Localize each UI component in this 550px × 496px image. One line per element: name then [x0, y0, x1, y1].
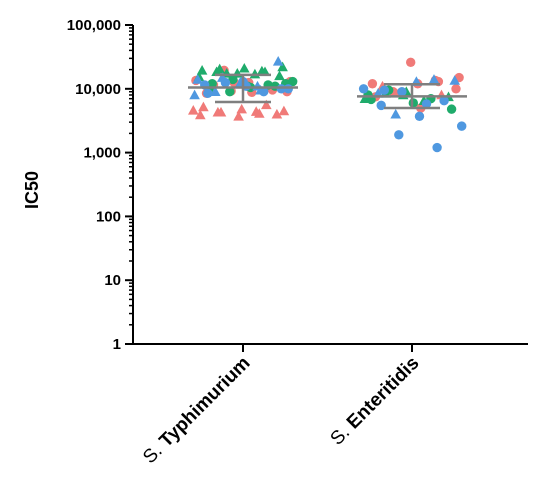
data-point-red-circle [406, 57, 416, 68]
data-point-green-circle [207, 79, 217, 89]
category-label: S. Enteritidis [327, 353, 424, 450]
y-tick-label: 1,000 [83, 145, 121, 162]
data-point-red-triangle [198, 101, 209, 112]
data-point-blue-circle [432, 142, 442, 153]
x-axis [133, 343, 528, 352]
data-point-red-triangle [236, 103, 247, 114]
data-point-blue-circle [259, 87, 269, 97]
y-axis-title: IC50 [22, 171, 42, 209]
data-points [188, 55, 467, 153]
data-point-red-triangle [254, 108, 265, 118]
data-point-blue-circle [439, 96, 449, 106]
data-point-green-circle [408, 98, 418, 108]
data-point-blue-triangle [390, 108, 401, 119]
data-point-green-triangle [239, 62, 250, 73]
data-point-blue-circle [414, 111, 425, 122]
data-point-red-triangle [261, 99, 272, 110]
y-tick-label: 100 [96, 208, 121, 225]
y-axis [125, 24, 134, 345]
category-label: S. Typhimurium [139, 353, 254, 468]
data-point-blue-circle [376, 100, 386, 111]
y-tick-label: 1 [113, 336, 121, 353]
data-point-blue-circle [358, 84, 369, 94]
data-point-blue-circle [203, 88, 213, 99]
data-point-blue-triangle [449, 75, 460, 85]
data-point-green-triangle [214, 63, 225, 74]
data-point-blue-circle [397, 87, 407, 97]
summary-bars [188, 73, 467, 110]
data-point-red-triangle [271, 108, 283, 119]
y-tick-label: 10 [104, 272, 121, 289]
data-point-red-circle [367, 79, 378, 89]
data-point-blue-circle [283, 84, 293, 94]
data-point-blue-triangle [428, 74, 440, 84]
data-point-red-triangle [215, 106, 227, 117]
y-tick-label: 10,000 [75, 81, 121, 98]
category-name: Enteritidis [343, 353, 424, 434]
data-point-green-triangle [277, 61, 288, 72]
data-point-blue-circle [421, 99, 432, 109]
data-point-green-circle [288, 76, 298, 87]
data-point-red-triangle [233, 111, 244, 121]
data-point-red-triangle [195, 109, 206, 120]
data-point-red-triangle [188, 105, 199, 115]
y-tick-label: 100,000 [67, 17, 121, 34]
data-point-red-triangle [278, 105, 290, 116]
data-point-green-circle [225, 87, 235, 97]
data-point-blue-triangle [189, 89, 200, 100]
data-point-blue-triangle [272, 55, 284, 66]
data-point-red-circle [451, 84, 461, 94]
data-point-blue-circle [394, 130, 404, 140]
data-point-green-circle [446, 104, 457, 114]
data-point-green-triangle [274, 70, 285, 81]
category-name: Typhimurium [156, 353, 255, 452]
y-tick-labels: 1 10 100 1,000 10,000 100,000 [67, 17, 121, 353]
data-point-blue-circle [220, 77, 231, 88]
data-point-green-triangle [259, 66, 271, 77]
data-point-blue-triangle [192, 74, 203, 84]
data-point-blue-circle [379, 85, 389, 95]
data-point-green-circle [228, 74, 238, 85]
category-labels: S. Typhimurium S. Enteritidis [139, 353, 423, 468]
data-point-green-triangle [196, 64, 208, 75]
data-point-blue-triangle [210, 86, 221, 97]
data-point-blue-circle [457, 121, 467, 131]
